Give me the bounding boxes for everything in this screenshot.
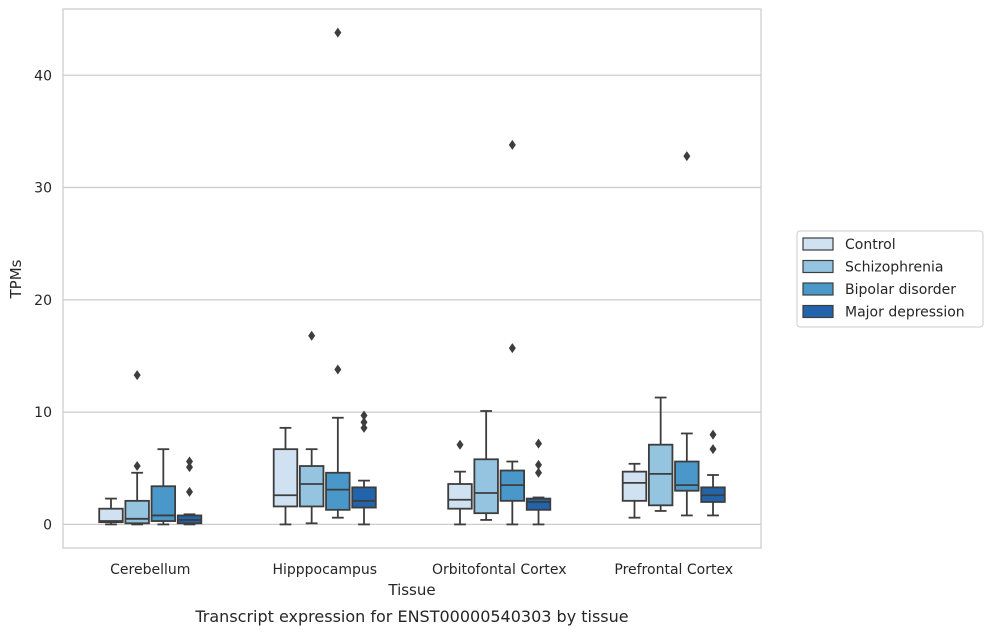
box-iqr [647,443,674,507]
box-iqr [473,458,499,515]
outlier-point [133,370,141,381]
legend: Control Schizophrenia Bipolar disorder Majo… [796,230,984,328]
y-axis-label: TPMs [7,259,25,299]
x-tick-label: Cerebellum [110,562,190,578]
box [351,410,377,526]
box [176,456,203,526]
y-tick-label: 20 [34,293,52,309]
legend-label: Schizophrenia [845,260,943,276]
legend-swatch [802,282,834,296]
series-schizophrenia [124,330,674,526]
box-iqr [325,471,351,511]
outlier-point [683,151,691,162]
outlier-point [186,486,194,497]
outlier-point [508,139,516,150]
chart-title: Transcript expression for ENST0000054030… [194,607,628,626]
box [473,410,499,521]
outlier-point [360,422,368,433]
y-tick-label: 40 [34,68,52,84]
series-bipolar-disorder [150,27,700,526]
x-axis-label: Tissue [387,581,435,599]
outlier-point [334,27,342,38]
legend-item: Major depression [802,304,965,321]
box [499,139,526,526]
box [98,497,124,526]
legend-item: Control [802,237,896,253]
outlier-point [535,459,543,470]
outlier-point [334,364,342,375]
legend-swatch [802,304,834,319]
outlier-point [709,444,717,455]
outlier-point [360,410,368,421]
outlier-point [308,330,316,341]
box-series [98,27,726,526]
box [674,151,700,517]
x-tick-label: Orbitofontal Cortex [432,562,567,578]
outlier-point [508,343,516,354]
outlier-point [186,456,194,467]
gridlines [63,74,761,526]
legend-frame [796,230,984,328]
box-iqr [124,499,150,525]
box [150,448,177,526]
plot-frame [62,8,762,549]
box-iqr [674,460,700,492]
y-tick-labels: 0 10 20 30 40 [34,68,52,533]
box-iqr [525,497,552,511]
box [447,439,473,526]
series-major-depression [176,410,726,526]
legend-label: Bipolar disorder [845,282,956,298]
box-iqr [98,507,124,524]
legend-item: Bipolar disorder [802,282,956,298]
legend-swatch [802,237,834,251]
outlier-point [535,438,543,449]
box-iqr [351,486,377,509]
y-tick-label: 10 [34,405,52,421]
legend-label: Major depression [845,305,965,321]
x-tick-label: Prefrontal Cortex [614,562,733,578]
box [272,426,299,526]
y-tick-label: 0 [43,517,52,533]
outlier-point [133,461,141,472]
box [124,370,150,526]
outlier-point [709,429,717,440]
box-iqr [621,470,648,502]
box [325,27,351,519]
outlier-point [535,467,543,478]
y-tick-label: 30 [34,181,52,197]
series-control [98,426,648,526]
box [525,438,552,526]
box-iqr [447,483,473,510]
box [700,429,726,517]
box-iqr [272,448,299,508]
box [621,462,648,519]
box-iqr [150,485,177,522]
outlier-point [186,462,194,473]
legend-label: Control [845,237,896,253]
legend-item: Schizophrenia [802,259,943,276]
legend-swatch [802,259,834,274]
x-tick-labels: Cerebellum Hipppocampus Orbitofontal Corte… [110,562,733,578]
box [298,330,325,525]
box [647,396,674,512]
outlier-point [360,417,368,428]
x-tick-label: Hipppocampus [272,562,377,578]
outlier-point [456,439,464,450]
box-iqr [298,465,325,508]
